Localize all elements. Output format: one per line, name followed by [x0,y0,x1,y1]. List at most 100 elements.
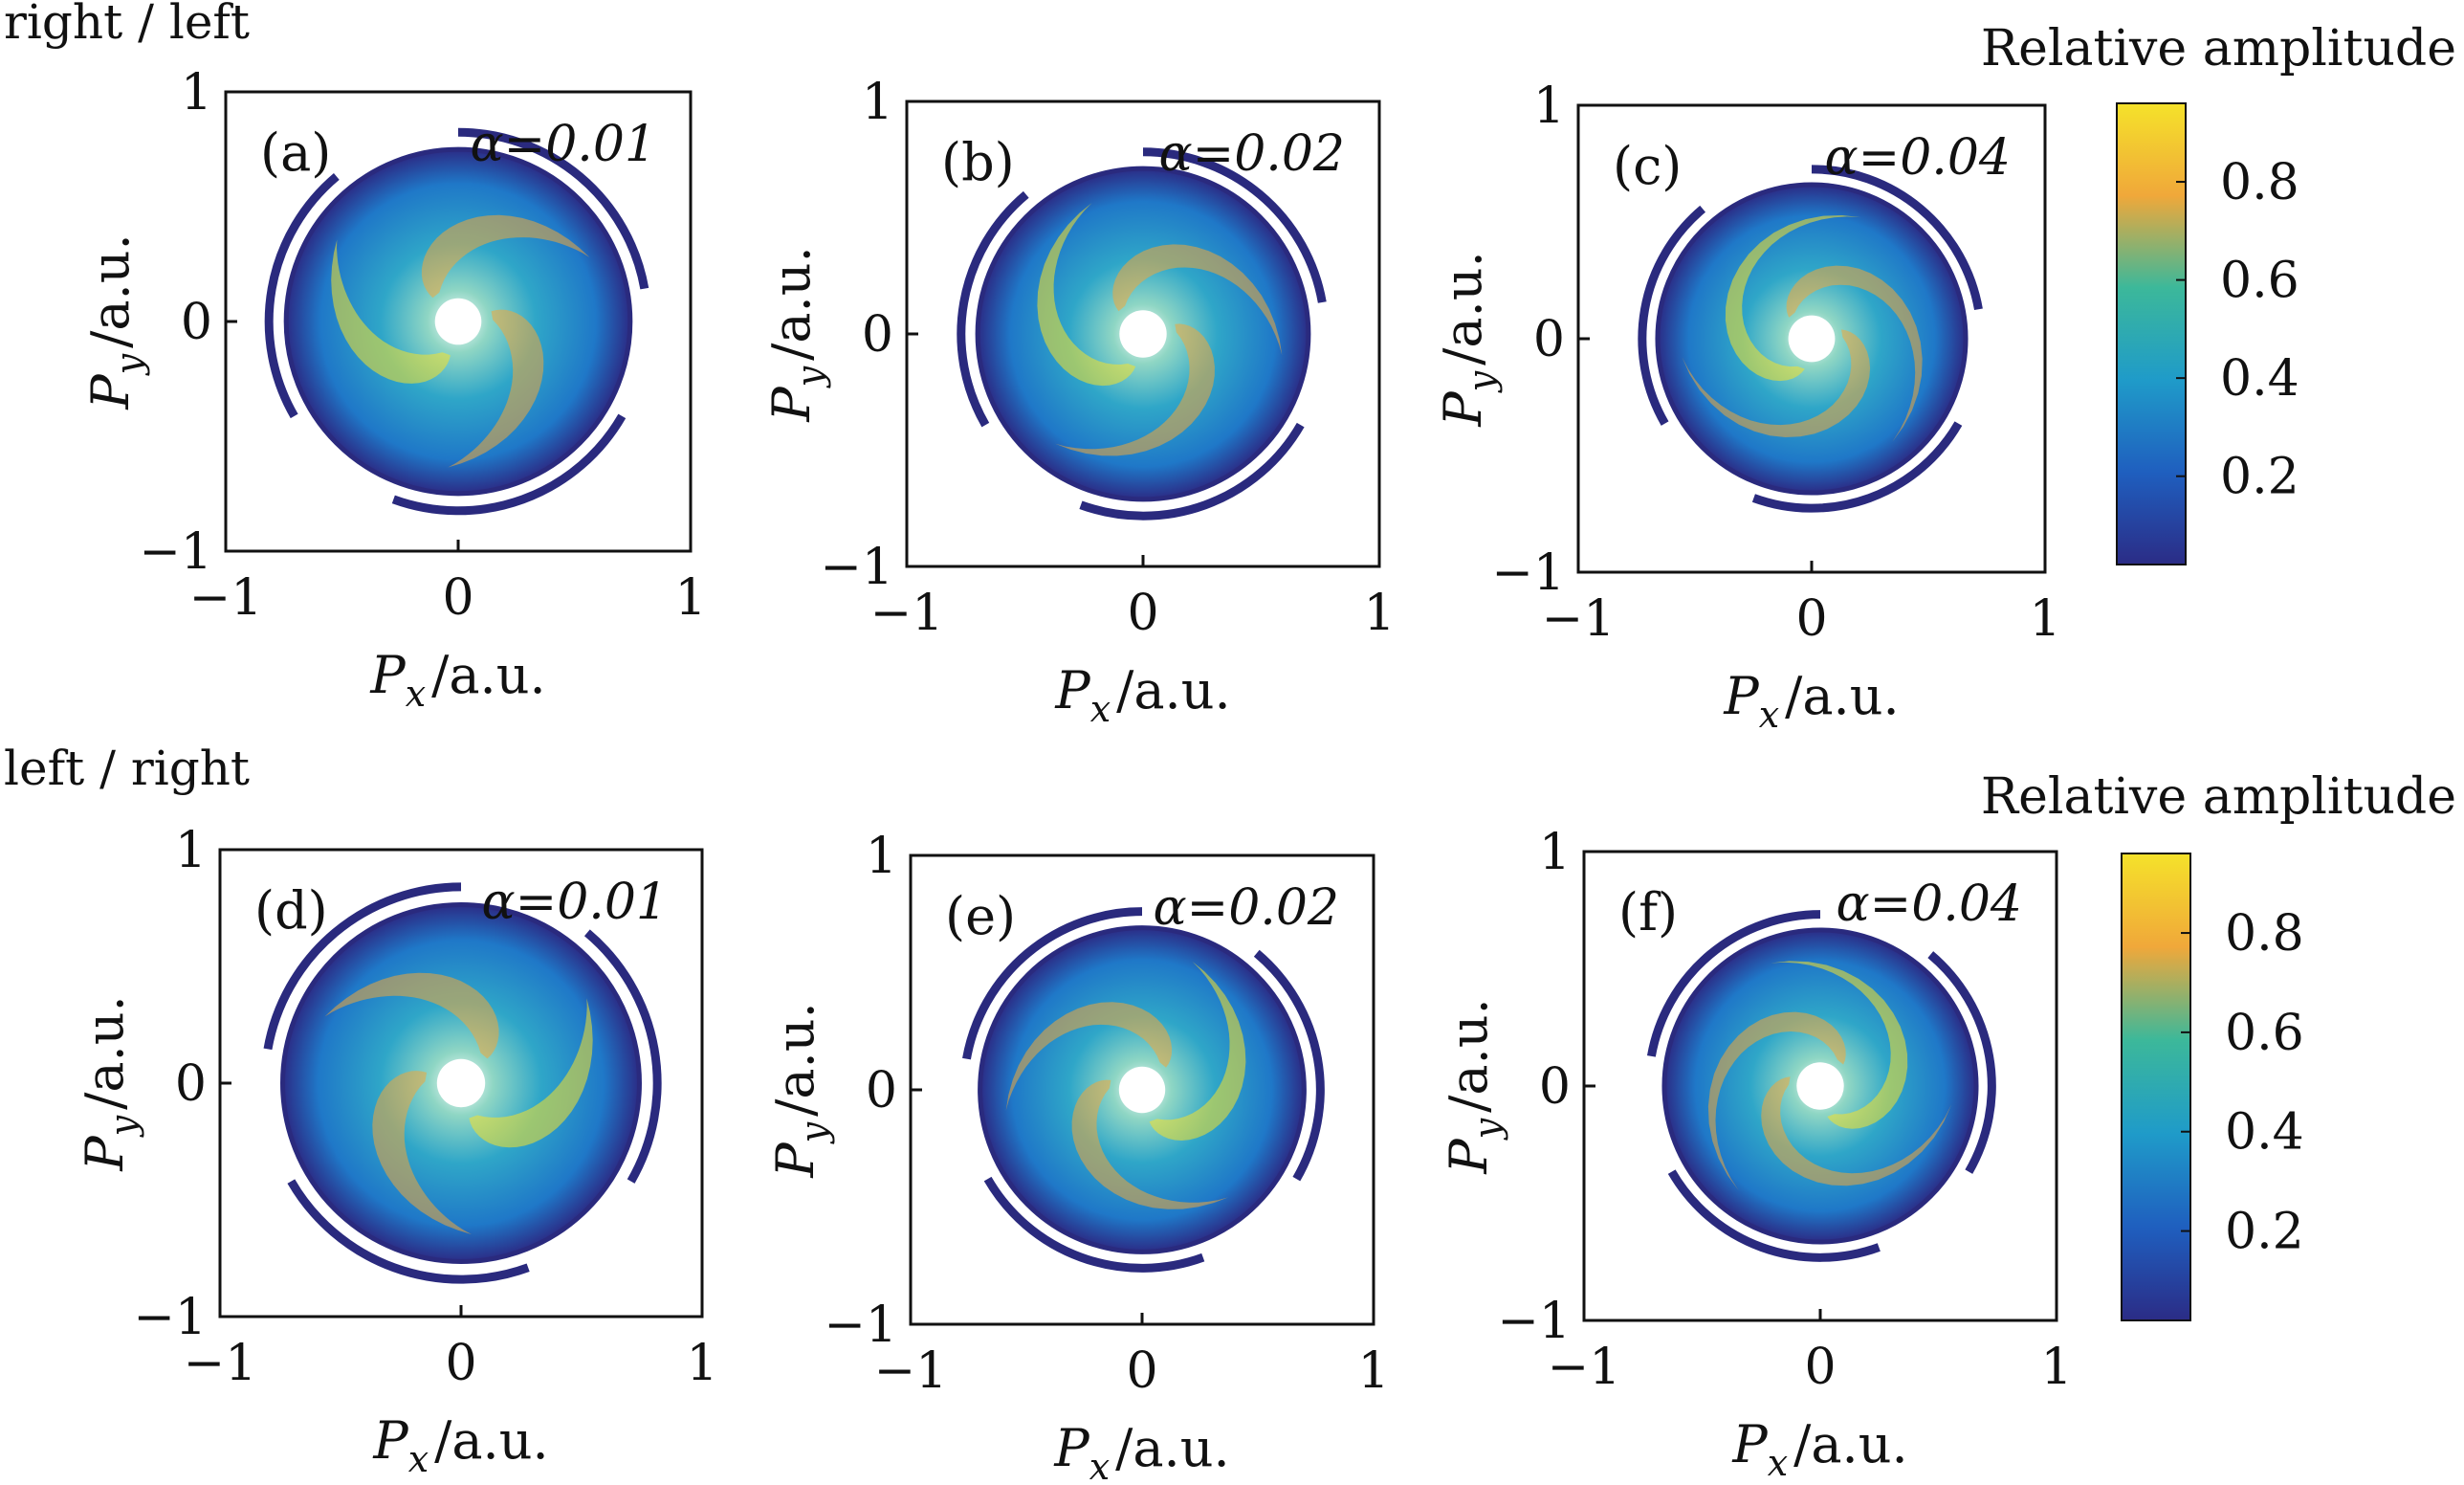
outer-contour-arc [1811,165,1983,311]
x-tick-label: 0 [442,569,473,627]
y-axis-label-symbol: P [80,373,141,410]
y-axis-label-unit: /a.u. [1433,251,1493,366]
x-axis-label: Px/a.u. [1731,1414,1907,1484]
disk-edge-contour [975,166,1311,502]
spiral-arm-lobe [1037,176,1143,387]
y-tick-label: 1 [866,828,897,885]
disk-edge-contour [1661,927,1979,1245]
x-axis-label-symbol: P [1723,666,1760,726]
alpha-annotation: α=0.04 [1837,875,2022,933]
colorbar-tick-label: 0.2 [2220,449,2299,506]
outer-contour-arc [287,1179,530,1284]
x-axis-label-unit: /a.u. [1115,1418,1230,1478]
panel-label: (d) [254,880,328,941]
y-tick-label: −1 [820,539,893,596]
x-axis-label-symbol: P [372,1410,409,1471]
colorbar-tick-label: 0.4 [2225,1104,2304,1162]
colorbar-tick-label: 0.4 [2220,350,2299,408]
x-axis-label-subscript: x [1089,1446,1110,1485]
spiral-arm-lobe [402,309,544,476]
x-axis-label-symbol: P [369,645,407,705]
x-tick-label: 1 [674,569,706,627]
spiral-arm-lobe [1142,936,1246,1141]
panel-label: (a) [260,122,331,183]
y-axis-label-subscript: y [1461,370,1503,393]
x-tick-label: −1 [1548,1339,1621,1396]
center-hole [1118,1066,1166,1114]
x-axis-label: Px/a.u. [1723,666,1899,736]
x-tick-label: 0 [1126,1342,1157,1400]
x-axis-label: Px/a.u. [1053,1418,1229,1485]
outer-contour-arc [1751,421,1963,513]
y-tick-label: −1 [139,523,212,581]
center-hole [434,298,482,345]
center-hole [1796,1062,1844,1110]
x-axis-label-subscript: x [1768,1442,1788,1484]
colorbar-tick-label: 0.8 [2220,154,2299,211]
spiral-arm-lobe [1786,265,1923,483]
row-title-right-left: right / left [4,0,250,50]
outer-contour-arc [1638,205,1706,426]
colorbar: 0.8 0.6 0.4 0.2 [2121,853,2304,1321]
spiral-arm-lobe [294,972,499,1059]
outer-contour-arc [1142,147,1327,303]
spiral-arm-lobe [331,196,451,384]
outer-contour-arc [457,127,649,290]
y-axis-label: Py/a.u. [1439,998,1508,1174]
center-hole [1788,315,1836,363]
disk-edge-contour [280,902,642,1264]
y-tick-label: 0 [1539,1058,1571,1116]
y-tick-label: −1 [824,1297,897,1354]
x-tick-label: 1 [686,1335,717,1392]
y-axis-label-unit: /a.u. [1439,998,1499,1113]
y-tick-label: −1 [1497,1293,1571,1350]
outer-contour-arc [1927,951,1996,1174]
spiral-arm-lobe [1071,1079,1276,1209]
colorbar: 0.8 0.6 0.4 0.2 [2116,102,2299,565]
y-tick-label: 0 [862,306,893,364]
alpha-annotation: α=0.04 [1825,129,2011,187]
y-axis-label-unit: /a.u. [75,995,135,1110]
alpha-annotation: α=0.01 [471,116,656,173]
x-axis-label-subscript: x [406,673,426,715]
disk-edge-contour [978,925,1307,1254]
y-tick-label: −1 [1491,544,1565,602]
x-axis-label-symbol: P [1731,1414,1769,1474]
y-tick-label: 1 [1539,824,1571,881]
outer-contour-arc [264,173,340,419]
x-axis-label-subscript: x [1759,694,1779,736]
spiral-arm-lobe [1707,1011,1846,1232]
x-axis-label-unit: /a.u. [1785,666,1900,726]
y-axis-label: Py/a.u. [75,995,144,1171]
disk-edge-contour [283,146,633,497]
spiral-arm-lobe [1112,244,1284,413]
y-tick-label: 0 [866,1062,897,1119]
panel-label: (b) [941,132,1015,192]
y-tick-label: 0 [1533,311,1565,368]
colorbar-tick-label: 0.6 [2220,253,2299,310]
x-axis-label: Px/a.u. [1054,660,1230,730]
colorbar-scale [2121,853,2191,1321]
outer-contour-arc [957,190,1029,428]
y-axis-label-subscript: y [1466,1118,1508,1141]
panel-label: (f) [1618,882,1678,942]
disk-edge-contour [1655,182,1969,496]
y-axis-label-symbol: P [765,1141,825,1179]
y-tick-label: 0 [175,1055,207,1113]
x-axis-label-unit: /a.u. [431,645,546,705]
x-axis-label-unit: /a.u. [1116,660,1231,720]
alpha-annotation: α=0.01 [482,874,668,931]
outer-contour-arc [1646,910,1821,1057]
y-axis-label-subscript: y [102,1115,144,1138]
y-axis-label-subscript: y [108,353,150,376]
x-axis-label: Px/a.u. [369,645,545,715]
y-axis-label: Py/a.u. [765,1002,835,1178]
y-tick-label: 1 [175,822,207,879]
spiral-arm-lobe [1725,215,1925,382]
alpha-annotation: α=0.02 [1159,125,1345,183]
x-tick-label: 1 [1363,585,1395,642]
